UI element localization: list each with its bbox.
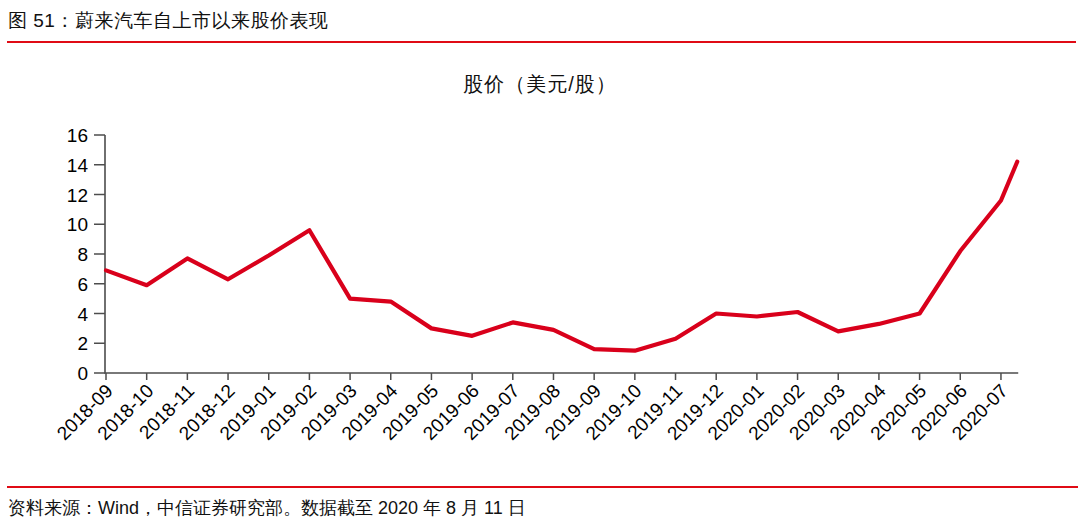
y-axis-tick-label: 16 (67, 125, 88, 146)
y-axis-tick-label: 8 (77, 244, 88, 265)
axis-lines (105, 135, 1018, 373)
y-axis-tick-label: 4 (77, 304, 88, 325)
y-axis-tick-label: 12 (67, 185, 88, 206)
report-figure-page: 图 51：蔚来汽车自上市以来股价表现 股价（美元/股） 024681012141… (0, 0, 1080, 531)
y-axis-tick-label: 14 (67, 155, 89, 176)
source-note: 资料来源：Wind，中信证券研究部。数据截至 2020 年 8 月 11 日 (8, 496, 526, 520)
y-axis-tick-label: 2 (77, 333, 88, 354)
y-axis-tick-label: 10 (67, 214, 88, 235)
y-axis-tick-label: 0 (77, 363, 88, 384)
title-divider-rule (7, 41, 1076, 43)
y-axis-tick-label: 6 (77, 274, 88, 295)
figure-title: 图 51：蔚来汽车自上市以来股价表现 (8, 9, 328, 33)
stock-price-line-chart: 02468101214162018-092018-102018-112018-1… (0, 50, 1080, 480)
footer-divider-rule (7, 486, 1078, 488)
price-line-series (106, 162, 1017, 351)
